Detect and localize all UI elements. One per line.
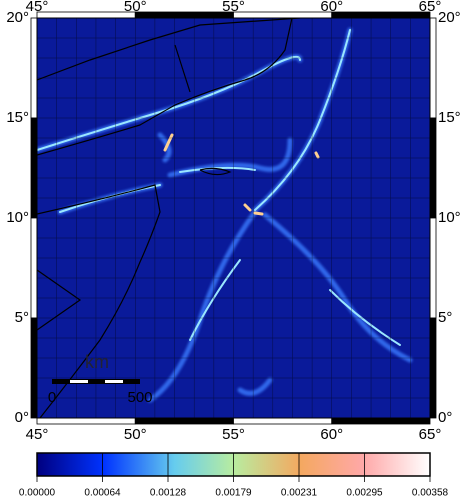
colorbar: 0.00000 0.00064 0.00128 0.00179 0.00231 0.002…: [19, 452, 449, 499]
lon-label: 65°: [419, 0, 442, 15]
lon-label: 65°: [419, 426, 442, 443]
frame-band: [134, 417, 234, 425]
frame-band: [36, 417, 136, 425]
scale-unit: km: [85, 352, 109, 372]
frame-band: [429, 217, 437, 319]
frame-band: [36, 11, 136, 19]
lon-label: 55°: [222, 0, 245, 15]
scale-end: 500: [127, 389, 152, 406]
frame-band: [429, 117, 437, 219]
lat-label: 10°: [6, 209, 29, 226]
lat-label: 10°: [438, 209, 461, 226]
lon-label: 50°: [124, 426, 147, 443]
frame-band: [331, 11, 431, 19]
coastlines: [37, 18, 301, 418]
scale-bar: km 0 500: [48, 352, 153, 406]
lon-label: 55°: [222, 426, 245, 443]
colorbar-label: 0.00128: [150, 488, 187, 499]
scale-start: 0: [48, 389, 56, 406]
lon-label: 45°: [26, 426, 49, 443]
lat-label: 20°: [438, 9, 461, 26]
lat-label: 0°: [15, 409, 29, 426]
frame-band: [30, 317, 38, 419]
lat-label: 0°: [438, 409, 452, 426]
lon-label: 50°: [124, 0, 147, 15]
frame-band: [30, 217, 38, 319]
colorbar-label: 0.00358: [412, 488, 449, 499]
colorbar-label: 0.00000: [19, 488, 56, 499]
frame-band: [429, 317, 437, 419]
lat-label: 15°: [6, 109, 29, 126]
colorbar-label: 0.00064: [84, 488, 121, 499]
colorbar-label: 0.00179: [215, 488, 252, 499]
colorbar-label: 0.00231: [281, 488, 318, 499]
lat-label: 5°: [15, 309, 29, 326]
frame-band: [331, 417, 431, 425]
lon-label: 45°: [26, 0, 49, 15]
frame-band: [134, 11, 234, 19]
frame-band: [30, 17, 38, 119]
frame-border: [36, 17, 431, 419]
lat-label: 15°: [438, 109, 461, 126]
lat-label: 20°: [6, 9, 29, 26]
lat-label: 5°: [438, 309, 452, 326]
frame-band: [233, 417, 333, 425]
frame-band: [30, 117, 38, 219]
frame-band: [429, 17, 437, 119]
frame-band: [233, 11, 333, 19]
lon-label: 60°: [320, 0, 343, 15]
colorbar-label: 0.00295: [346, 488, 383, 499]
graticule: [37, 18, 430, 418]
map-frame: 45°45°50°50°55°55°60°60°65°65°20° 20°15° 1…: [6, 0, 460, 443]
lon-label: 60°: [320, 426, 343, 443]
